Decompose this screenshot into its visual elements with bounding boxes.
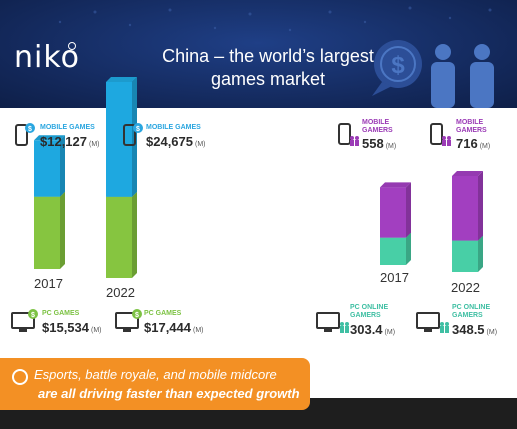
svg-text:$: $: [28, 126, 32, 133]
mobile-gamers-icon-2017: [338, 123, 359, 146]
page-title: China – the world’s largest games market: [148, 45, 388, 91]
pc-games-icon-2017: $: [11, 309, 38, 332]
stat-label-2: GAMERS: [350, 312, 381, 319]
stat-value: 558 (M): [362, 136, 397, 151]
games-revenue-bar-2022-1-top: [106, 77, 137, 82]
games-revenue-bar-2022-0: [106, 196, 132, 278]
gamers-count-bar-2022-1-top: [452, 171, 483, 176]
pc-online-gamers-icon-2017: [316, 312, 349, 333]
header-banner: $ niko China – the world’s largest games…: [0, 0, 517, 108]
stat-label-1: MOBILE: [456, 119, 484, 126]
year-label-left-2017: 2017: [34, 276, 63, 291]
year-label-right-2022: 2022: [451, 280, 480, 295]
stat-value: 348.5 (M): [452, 322, 498, 337]
svg-text:$: $: [135, 312, 139, 319]
stat-label-1: PC ONLINE: [452, 304, 491, 311]
pc-games-icon-2022: $: [115, 309, 142, 332]
gamers-count-bar-2017-0-side: [406, 232, 411, 265]
year-label-right-2017: 2017: [380, 270, 409, 285]
stat-label-1: MOBILE: [362, 119, 390, 126]
games-revenue-bar-2022-0-side: [132, 191, 137, 278]
games-revenue-bar-2017-1-top: [34, 135, 65, 141]
games-revenue-bar-2022-1: [106, 82, 132, 197]
circle-icon: [12, 369, 28, 385]
stat-value: $17,444 (M): [144, 320, 204, 335]
stat-label-2: GAMERS: [452, 312, 483, 319]
people-icon: [431, 44, 494, 108]
gamers-count-bar-2017-0: [380, 237, 406, 265]
dollar-bubble-icon: [372, 40, 422, 96]
pc-online-gamers-icon-2022: [416, 312, 449, 333]
growth-banner: Esports, battle royale, and mobile midco…: [0, 358, 310, 410]
stat-value: 303.4 (M): [350, 322, 396, 337]
gamers-count-bar-2017-1-side: [406, 182, 411, 238]
stat-value: $12,127 (M): [40, 134, 100, 149]
stat-label: PC GAMES: [42, 310, 80, 317]
banner-line-2: are all driving faster than expected gro…: [38, 386, 300, 401]
gamers-count-bar-2017-1: [380, 187, 406, 238]
stat-label-2: GAMERS: [456, 127, 487, 134]
logo-mark: [68, 42, 76, 50]
stat-label: PC GAMES: [144, 310, 182, 317]
gamers-count-bar-2017-1-top: [380, 182, 411, 188]
svg-text:$: $: [136, 126, 140, 133]
title-line-2: games market: [210, 69, 326, 89]
games-revenue-bar-2017-0-side: [60, 191, 65, 269]
games-revenue-bar-2017-1-side: [60, 135, 65, 197]
stat-value: $15,534 (M): [42, 320, 102, 335]
stat-label: MOBILE GAMES: [40, 124, 95, 131]
mobile-games-icon-2022: $: [123, 123, 143, 146]
games-revenue-bar-2017-0: [34, 196, 60, 269]
gamers-count-bar-2022-0-side: [478, 235, 483, 272]
header-decoration: $: [58, 6, 494, 108]
year-label-left-2022: 2022: [106, 285, 135, 300]
chart-panel: [0, 108, 517, 398]
stat-value: 716 (M): [456, 136, 491, 151]
games-revenue-bar-2017-1: [34, 140, 60, 197]
stat-value: $24,675 (M): [146, 134, 206, 149]
stat-label-1: PC ONLINE: [350, 304, 389, 311]
gamers-count-bar-2022-0: [452, 240, 478, 272]
svg-text:$: $: [391, 52, 405, 79]
stat-label-2: GAMERS: [362, 127, 393, 134]
gamers-count-bar-2022-1-side: [478, 171, 483, 241]
mobile-games-icon-2017: $: [15, 123, 35, 146]
title-line-1: China – the world’s largest: [162, 46, 374, 66]
mobile-gamers-icon-2022: [430, 123, 451, 146]
stat-label: MOBILE GAMES: [146, 124, 201, 131]
gamers-count-bar-2022-1: [452, 176, 478, 241]
banner-line-1: Esports, battle royale, and mobile midco…: [34, 367, 277, 382]
svg-text:$: $: [31, 312, 35, 319]
